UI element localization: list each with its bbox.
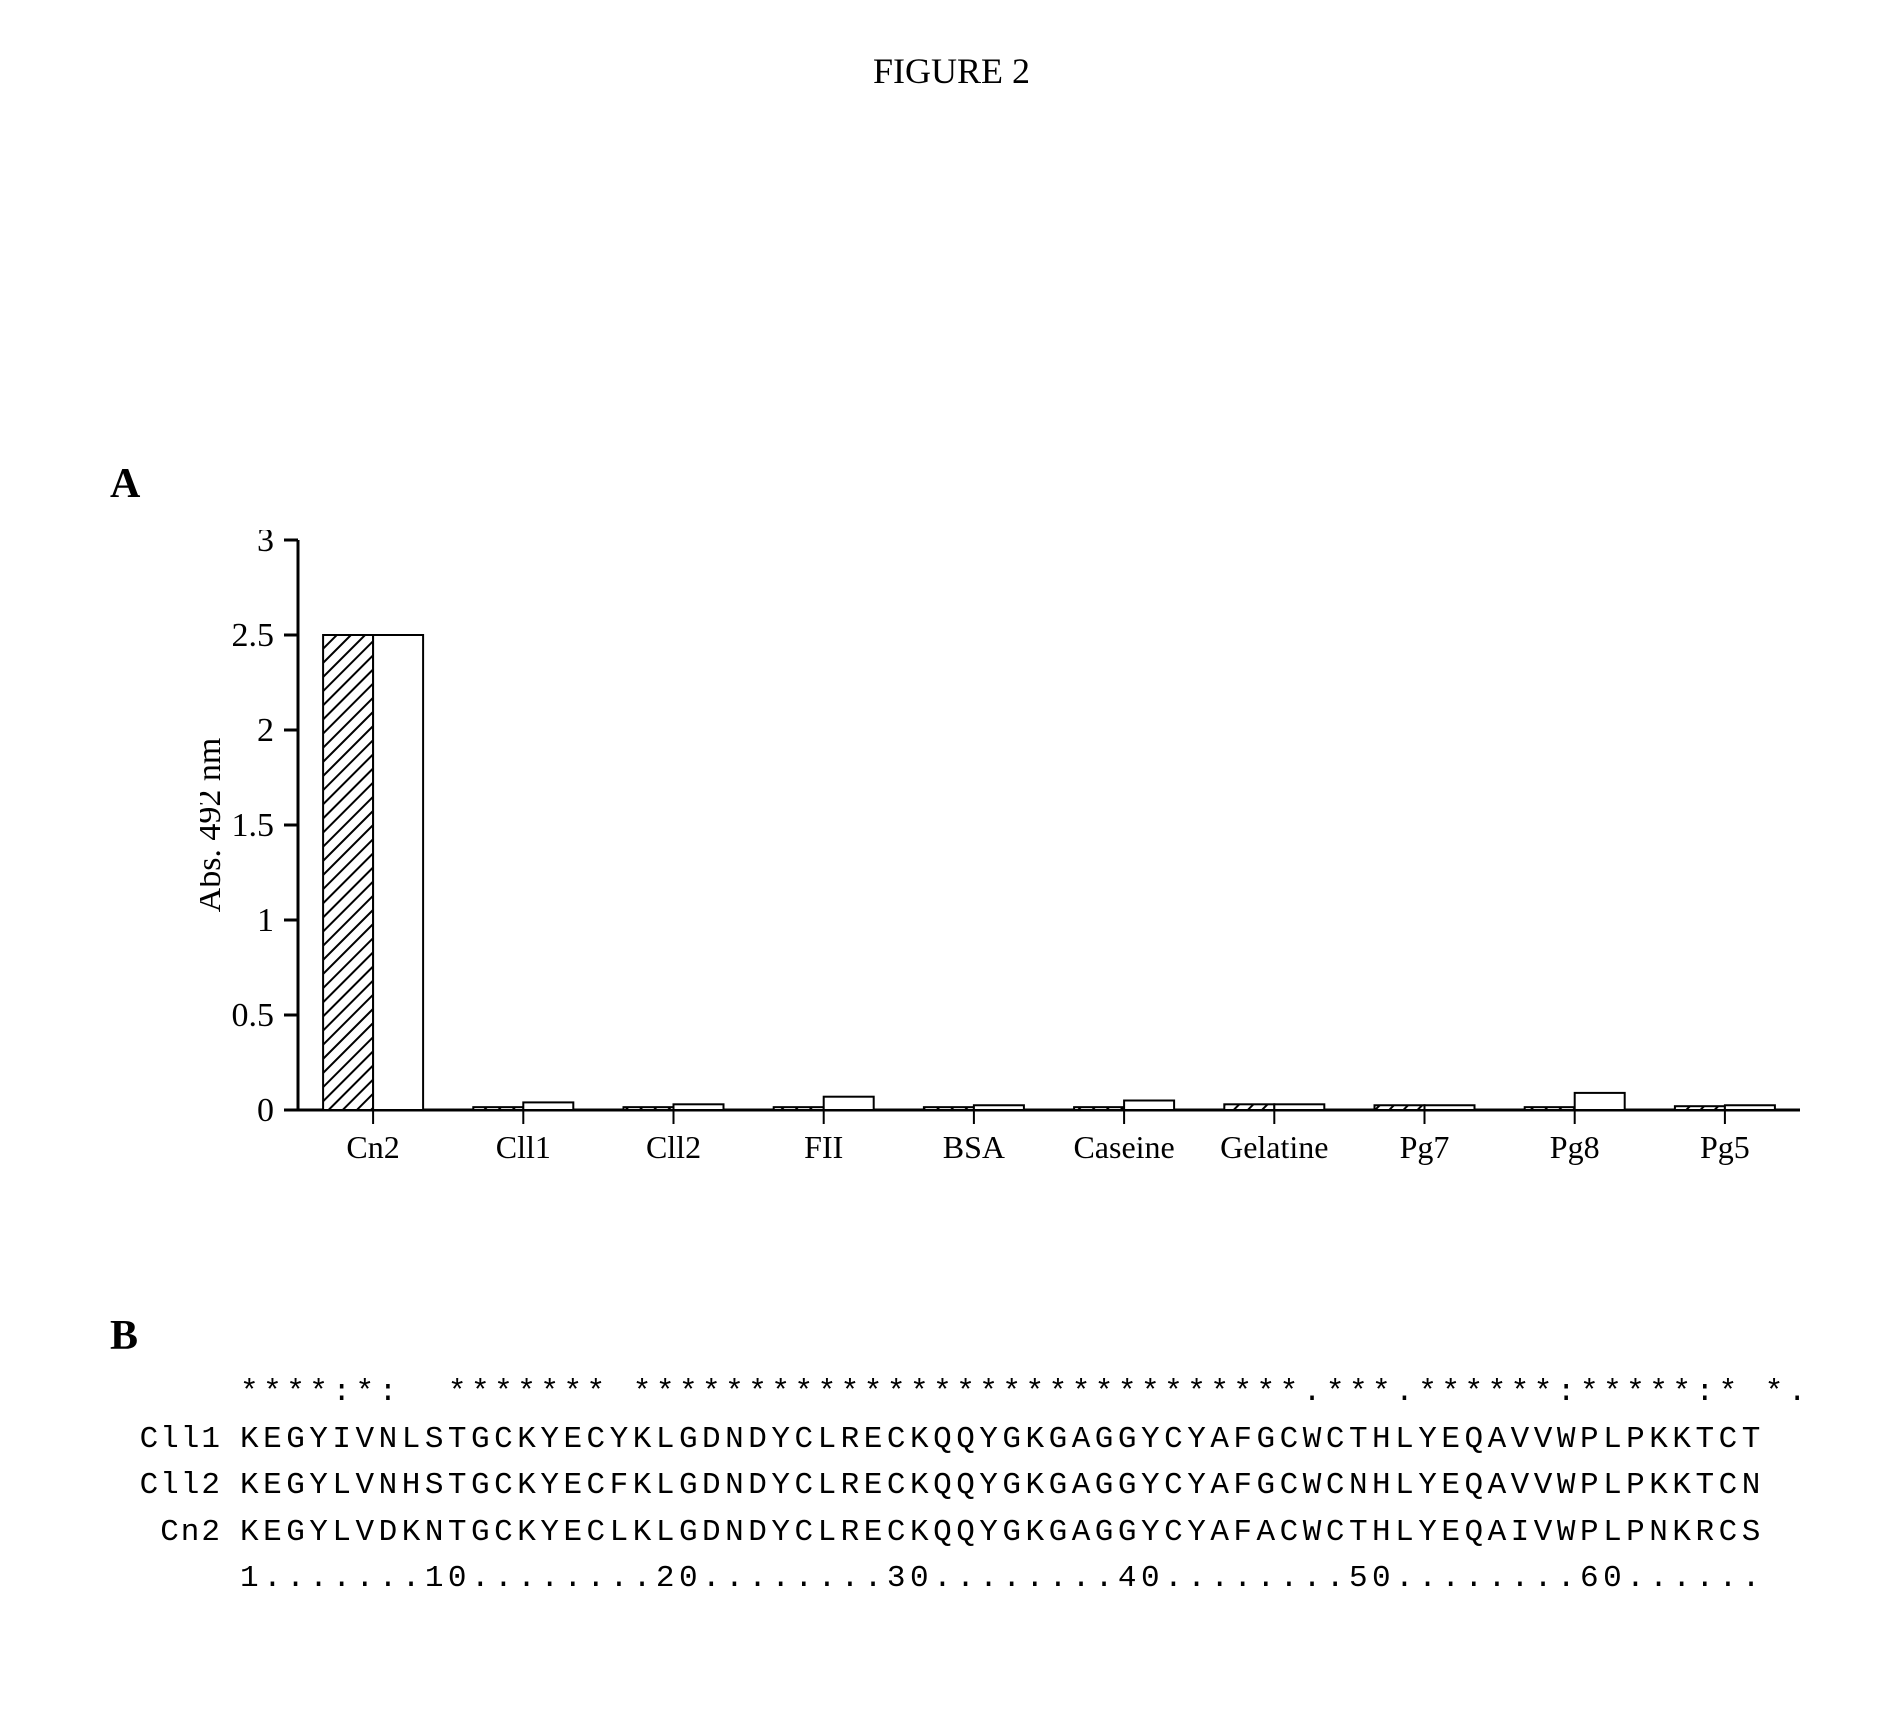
panel-b-alignment: ****:*: ******* ************************… bbox=[110, 1370, 1811, 1603]
seq-row-text: KEGYIVNLSTGCKYECYKLGDNDYCLRECKQQYGKGAGGY… bbox=[240, 1417, 1765, 1464]
x-tick-label: Caseine bbox=[1073, 1129, 1174, 1165]
bar bbox=[774, 1107, 824, 1110]
x-tick-label: Cll1 bbox=[496, 1129, 551, 1165]
bar bbox=[1575, 1093, 1625, 1110]
ruler-row: 1.......10........20........30........40… bbox=[110, 1556, 1811, 1603]
y-tick-label: 0.5 bbox=[232, 997, 275, 1034]
bar bbox=[1074, 1107, 1124, 1110]
y-axis-label: Abs. 492 nm bbox=[200, 738, 228, 913]
seq-row-label: Cll1 bbox=[110, 1417, 240, 1464]
seq-row-label bbox=[110, 1556, 240, 1603]
bar bbox=[523, 1102, 573, 1110]
seq-row-label: Cll2 bbox=[110, 1463, 240, 1510]
seq-row-text: 1.......10........20........30........40… bbox=[240, 1556, 1765, 1603]
seq-row-text: KEGYLVDKNTGCKYECLKLGDNDYCLRECKQQYGKGAGGY… bbox=[240, 1510, 1765, 1557]
bar bbox=[1675, 1106, 1725, 1110]
x-tick-label: Gelatine bbox=[1220, 1129, 1328, 1165]
sequence-row: Cll1KEGYIVNLSTGCKYECYKLGDNDYCLRECKQQYGKG… bbox=[110, 1417, 1811, 1464]
bar bbox=[1124, 1101, 1174, 1111]
y-tick-label: 1.5 bbox=[232, 807, 275, 844]
seq-row-label: Cn2 bbox=[110, 1510, 240, 1557]
bar bbox=[1224, 1104, 1274, 1110]
x-tick-label: Pg7 bbox=[1400, 1129, 1450, 1165]
sequence-row: Cn2KEGYLVDKNTGCKYECLKLGDNDYCLRECKQQYGKGA… bbox=[110, 1510, 1811, 1557]
bar bbox=[1525, 1107, 1575, 1110]
seq-row-label bbox=[110, 1370, 240, 1417]
bar bbox=[1725, 1105, 1775, 1110]
panel-b-label: B bbox=[110, 1312, 138, 1360]
x-tick-label: BSA bbox=[943, 1129, 1005, 1165]
figure-title: FIGURE 2 bbox=[0, 50, 1903, 92]
y-tick-label: 0 bbox=[257, 1092, 274, 1129]
bar bbox=[924, 1107, 974, 1110]
x-tick-label: Cn2 bbox=[346, 1129, 399, 1165]
bar bbox=[674, 1104, 724, 1110]
x-tick-label: Cll2 bbox=[646, 1129, 701, 1165]
bar bbox=[473, 1107, 523, 1110]
conservation-row: ****:*: ******* ************************… bbox=[110, 1370, 1811, 1417]
x-tick-label: Pg8 bbox=[1550, 1129, 1600, 1165]
bar-chart-svg: 0 0.5 1 1.5 2 2.5 3 Abs. 492 nm Cn2 Cll1 Cll2 FII BS… bbox=[200, 530, 1820, 1190]
bar bbox=[1375, 1105, 1425, 1110]
bar bbox=[824, 1097, 874, 1110]
sequence-row: Cll2KEGYLVNHSTGCKYECFKLGDNDYCLRECKQQYGKG… bbox=[110, 1463, 1811, 1510]
y-tick-label: 2 bbox=[257, 712, 274, 749]
seq-row-text: KEGYLVNHSTGCKYECFKLGDNDYCLRECKQQYGKGAGGY… bbox=[240, 1463, 1765, 1510]
bar bbox=[1274, 1104, 1324, 1110]
y-tick-label: 3 bbox=[257, 530, 274, 559]
bar bbox=[373, 635, 423, 1110]
seq-row-text: ****:*: ******* ************************… bbox=[240, 1370, 1811, 1417]
bar bbox=[624, 1107, 674, 1110]
x-tick-label: FII bbox=[804, 1129, 843, 1165]
panel-a-chart: 0 0.5 1 1.5 2 2.5 3 Abs. 492 nm Cn2 Cll1 Cll2 FII BS… bbox=[200, 530, 1820, 1190]
panel-a-label: A bbox=[110, 460, 140, 508]
y-tick-label: 1 bbox=[257, 902, 274, 939]
x-tick-label: Pg5 bbox=[1700, 1129, 1750, 1165]
bar bbox=[974, 1105, 1024, 1110]
bar bbox=[323, 635, 373, 1110]
y-tick-label: 2.5 bbox=[232, 617, 275, 654]
bar bbox=[1425, 1105, 1475, 1110]
